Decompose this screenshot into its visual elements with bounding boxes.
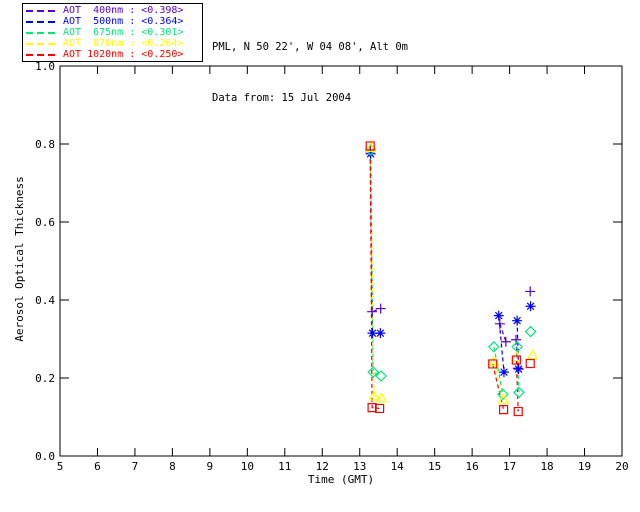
- data-marker-plus: [494, 318, 505, 329]
- data-marker-square: [365, 141, 375, 151]
- series-line-AOT-500nm: [516, 320, 520, 370]
- data-marker-plus: [367, 306, 378, 317]
- legend-item-2: AOT 500nm : <0.364>: [26, 16, 202, 27]
- x-tick-label: 18: [540, 460, 553, 473]
- data-marker-diamond: [524, 325, 537, 338]
- legend-item-5: AOT 1020nm : <0.250>: [26, 49, 202, 60]
- x-tick-label: 19: [578, 460, 591, 473]
- x-tick-label: 13: [353, 460, 366, 473]
- x-tick-label: 11: [278, 460, 291, 473]
- legend-item-label: AOT 675nm : <0.301>: [63, 27, 184, 38]
- data-marker-diamond: [367, 366, 380, 378]
- legend-item-label: AOT 1020nm : <0.250>: [63, 49, 184, 60]
- x-tick-label: 7: [132, 460, 139, 473]
- y-tick-label: 0.0: [35, 450, 55, 463]
- y-tick-label: 1.0: [35, 60, 55, 73]
- legend-item-3: AOT 675nm : <0.301>: [26, 27, 202, 38]
- data-marker-diamond: [488, 340, 500, 353]
- data-marker-asterisk: [493, 310, 504, 321]
- data-marker-asterisk: [365, 148, 376, 159]
- x-tick-label: 8: [169, 460, 176, 473]
- series-line-AOT-675nm: [493, 346, 504, 395]
- plot-header: PML, N 50 22', W 04 08', Alt 0m Data fro…: [212, 5, 408, 141]
- x-tick-label: 17: [503, 460, 516, 473]
- x-tick-label: 15: [428, 460, 441, 473]
- legend-item-1: AOT 400nm : <0.398>: [26, 5, 202, 16]
- legend-box: AOT 400nm : <0.398> AOT 500nm : <0.364> AO…: [22, 3, 203, 62]
- x-tick-label: 16: [466, 460, 479, 473]
- x-tick-label: 9: [207, 460, 214, 473]
- data-marker-diamond: [513, 386, 525, 399]
- data-marker-asterisk: [498, 367, 509, 378]
- legend-dash-swatch: [26, 42, 58, 45]
- y-tick-label: 0.2: [35, 372, 55, 385]
- y-axis-title: Aerosol Optical Thickness: [13, 176, 26, 342]
- series-line-AOT-400nm: [499, 323, 507, 342]
- data-marker-triangle: [368, 390, 380, 401]
- data-marker-triangle: [375, 392, 388, 403]
- legend-item-label: AOT 400nm : <0.398>: [63, 5, 184, 16]
- x-axis-title: Time (GMT): [307, 473, 375, 486]
- data-marker-triangle: [526, 348, 539, 360]
- y-tick-label: 0.4: [35, 294, 55, 307]
- x-tick-label: 10: [241, 460, 254, 473]
- data-marker-plus: [375, 303, 386, 314]
- legend-item-label: AOT 500nm : <0.364>: [63, 16, 184, 27]
- series-line-AOT-1020nm: [492, 363, 505, 410]
- data-marker-asterisk: [512, 315, 523, 326]
- x-tick-label: 5: [57, 460, 64, 473]
- legend-dash-swatch: [26, 31, 58, 34]
- data-marker-square: [511, 355, 521, 365]
- x-tick-label: 20: [615, 460, 628, 473]
- y-tick-label: 0.6: [35, 216, 55, 229]
- plot-frame: [59, 65, 623, 457]
- legend-dash-swatch: [26, 20, 58, 23]
- data-marker-square: [488, 359, 498, 369]
- legend-dash-swatch: [26, 53, 58, 56]
- data-marker-triangle: [498, 393, 510, 404]
- data-marker-asterisk: [513, 364, 524, 375]
- data-marker-plus: [500, 336, 511, 347]
- data-marker-asterisk: [375, 328, 386, 339]
- legend-dash-swatch: [26, 9, 58, 12]
- data-marker-diamond: [375, 370, 387, 382]
- data-marker-asterisk: [525, 301, 536, 312]
- data-marker-square: [525, 358, 535, 369]
- data-marker-asterisk: [367, 328, 378, 339]
- series-line-AOT-1020nm: [369, 145, 380, 409]
- y-tick-label: 0.8: [35, 138, 55, 151]
- x-tick-label: 14: [391, 460, 405, 473]
- legend-item-4: AOT 870nm : <0.264>: [26, 38, 202, 49]
- data-marker-square: [374, 403, 385, 414]
- data-marker-square: [499, 404, 509, 415]
- x-tick-label: 6: [94, 460, 101, 473]
- x-tick-label: 12: [316, 460, 329, 473]
- data-marker-triangle: [364, 141, 377, 153]
- data-date-text: Data from: 15 Jul 2004: [212, 92, 352, 104]
- data-marker-diamond: [497, 388, 509, 401]
- legend-item-label: AOT 870nm : <0.264>: [63, 38, 184, 49]
- data-marker-plus: [525, 286, 536, 297]
- station-location-text: PML, N 50 22', W 04 08', Alt 0m: [212, 41, 408, 53]
- data-marker-square: [513, 406, 523, 417]
